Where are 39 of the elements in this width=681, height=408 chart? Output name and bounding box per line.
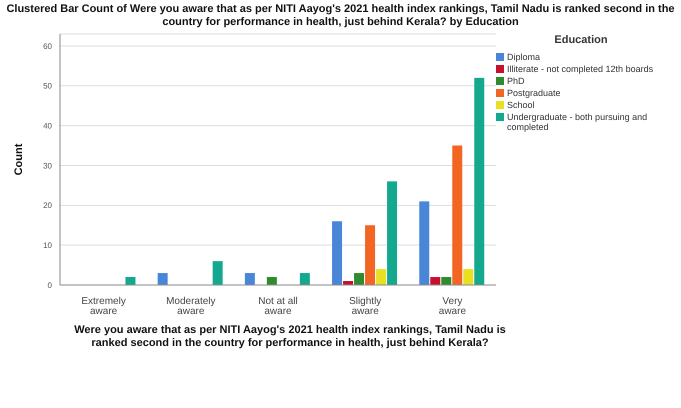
legend-label: Illiterate - not completed 12th boards: [507, 64, 654, 74]
x-tick-label: Moderately aware: [166, 296, 216, 318]
x-axis-title: Were you aware that as per NITI Aayog's 2021 health index rankings, Tamil Nadu is ranked second in the country for performance in health, just behind Kerala?: [73, 324, 507, 350]
y-tick-label: 20: [43, 201, 53, 210]
y-tick-label: 60: [43, 42, 53, 51]
chart-title: Clustered Bar Count of Were you aware that as per NITI Aayog's 2021 health index rankings, Tamil Nadu is ranked second in the country for performance in health, just behind Kerala? by Education: [5, 2, 676, 29]
bar: [266, 277, 277, 285]
bar: [365, 225, 376, 285]
legend-title: Education: [553, 34, 609, 46]
bar: [125, 277, 136, 285]
y-tick-label: 0: [48, 280, 53, 290]
bar: [441, 277, 452, 285]
bar: [376, 269, 386, 285]
x-tick-label: Extremely aware: [81, 296, 126, 318]
bar: [419, 201, 430, 285]
bar: [463, 269, 474, 285]
y-tick-label: 30: [43, 161, 53, 170]
y-axis-title: Count: [12, 143, 25, 176]
legend-label: Postgraduate: [507, 88, 561, 98]
bar: [474, 78, 484, 285]
bar: [158, 273, 168, 285]
x-tick-label: Very aware: [438, 296, 466, 318]
x-tick-label: Slightly aware: [349, 296, 382, 318]
y-tick-label: 10: [43, 241, 53, 250]
bar: [300, 273, 310, 285]
bar: [452, 146, 462, 285]
legend-label: Diploma: [507, 52, 540, 62]
x-tick-label: Not at all aware: [258, 296, 298, 318]
legend-label: School: [507, 100, 535, 110]
bar: [354, 273, 364, 285]
bar: [244, 273, 255, 285]
y-tick-label: 50: [43, 82, 53, 91]
legend-label: Undergraduate - both pursuing and completed: [507, 112, 648, 132]
bar: [212, 261, 223, 285]
bar: [332, 221, 342, 285]
bar: [387, 181, 398, 285]
legend-label: PhD: [507, 76, 525, 86]
y-tick-label: 40: [43, 121, 53, 130]
bar: [430, 277, 440, 285]
